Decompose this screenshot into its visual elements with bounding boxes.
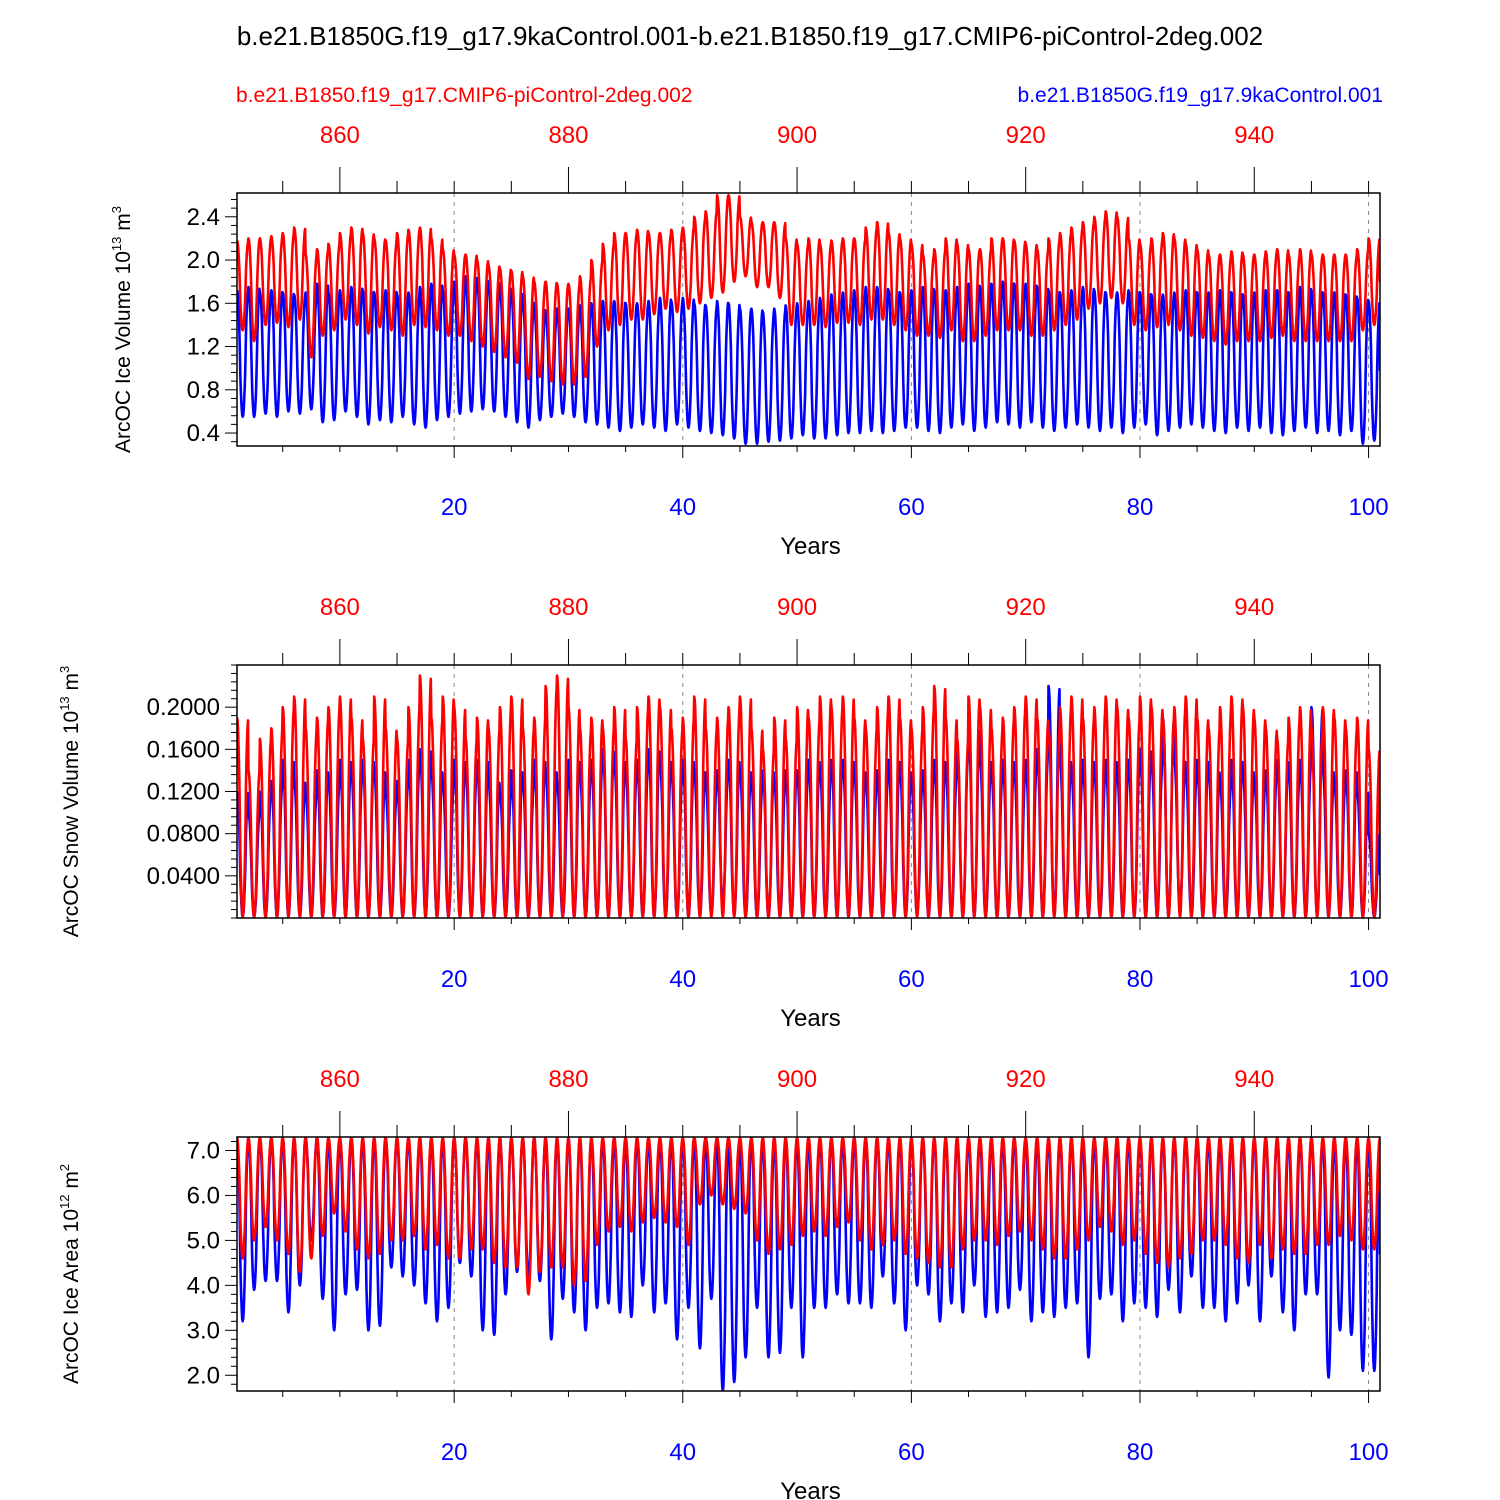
series-line-blue (237, 275, 1380, 446)
x-tick-label-top: 880 (548, 122, 588, 149)
x-tick-label-bottom: 80 (1127, 966, 1154, 993)
x-tick-label-bottom: 60 (898, 966, 925, 993)
panels: 0.4 0.8 1.2 1.6 2.0 2.4 20 40 60 80 100 860 880 900 92… (57, 122, 1389, 1500)
y-tick-label: 0.1600 (147, 736, 220, 763)
y-tick-label: 3.0 (187, 1317, 220, 1344)
x-tick-label-top: 900 (777, 594, 817, 621)
x-tick-label-bottom: 100 (1349, 1439, 1389, 1466)
y-axis-label: ArcOC Ice Area 1012 m2 (57, 1164, 83, 1384)
y-tick-label: 0.2000 (147, 694, 220, 721)
x-tick-label-top: 880 (548, 594, 588, 621)
chart-panel-ice_area: 2.0 3.0 4.0 5.0 6.0 7.0 20 40 60 80 100 860 880 900 92… (57, 1066, 1389, 1500)
x-tick-label-top: 920 (1006, 122, 1046, 149)
y-axis-label: ArcOC Snow Volume 1013 m3 (57, 666, 83, 937)
x-tick-label-bottom: 40 (669, 494, 696, 521)
figure-title: b.e21.B1850G.f19_g17.9kaControl.001-b.e2… (237, 21, 1263, 51)
series-line-red (237, 193, 1380, 386)
x-axis-label: Years (780, 533, 841, 560)
x-tick-label-bottom: 20 (441, 494, 468, 521)
y-tick-label: 1.6 (187, 290, 220, 317)
x-tick-label-bottom: 60 (898, 494, 925, 521)
x-tick-label-top: 900 (777, 1066, 817, 1093)
plot-frame (236, 1136, 1381, 1392)
x-tick-label-top: 940 (1234, 1066, 1274, 1093)
legend-red-label: b.e21.B1850.f19_g17.CMIP6-piControl-2deg… (236, 84, 692, 107)
y-tick-label: 4.0 (187, 1272, 220, 1299)
y-tick-label: 2.4 (187, 204, 220, 231)
series-line-red (237, 1137, 1380, 1296)
y-tick-label: 0.4 (187, 420, 220, 447)
x-tick-label-top: 940 (1234, 122, 1274, 149)
x-tick-label-top: 920 (1006, 594, 1046, 621)
x-tick-label-bottom: 80 (1127, 1439, 1154, 1466)
x-tick-label-bottom: 80 (1127, 494, 1154, 521)
x-tick-label-bottom: 20 (441, 1439, 468, 1466)
y-axis-label: ArcOC Ice Volume 1013 m3 (109, 206, 135, 453)
y-tick-label: 2.0 (187, 247, 220, 274)
x-tick-label-top: 860 (320, 594, 360, 621)
x-axis-label: Years (780, 1478, 841, 1500)
y-tick-label: 0.8 (187, 377, 220, 404)
x-tick-label-top: 860 (320, 122, 360, 149)
x-tick-label-top: 880 (548, 1066, 588, 1093)
legend-blue-label: b.e21.B1850G.f19_g17.9kaControl.001 (1018, 84, 1383, 107)
x-tick-label-top: 920 (1006, 1066, 1046, 1093)
x-tick-label-bottom: 40 (669, 1439, 696, 1466)
x-tick-label-bottom: 100 (1349, 966, 1389, 993)
x-tick-label-top: 940 (1234, 594, 1274, 621)
x-tick-label-bottom: 60 (898, 1439, 925, 1466)
x-tick-label-top: 900 (777, 122, 817, 149)
x-tick-label-bottom: 100 (1349, 494, 1389, 521)
x-tick-label-bottom: 20 (441, 966, 468, 993)
series-line-red (237, 674, 1380, 918)
series-line-blue (237, 1137, 1380, 1391)
chart-panel-snow_volume: 0.0400 0.0800 0.1200 0.1600 0.2000 20 40 60 80 10… (57, 594, 1389, 1032)
x-tick-label-bottom: 40 (669, 966, 696, 993)
y-tick-label: 0.0800 (147, 821, 220, 848)
y-tick-label: 7.0 (187, 1137, 220, 1164)
y-tick-label: 5.0 (187, 1227, 220, 1254)
y-tick-label: 1.2 (187, 334, 220, 361)
x-axis-label: Years (780, 1005, 841, 1032)
y-tick-label: 0.1200 (147, 779, 220, 806)
y-tick-label: 0.0400 (147, 863, 220, 890)
plot-frame (236, 192, 1381, 447)
x-tick-label-top: 860 (320, 1066, 360, 1093)
y-tick-label: 6.0 (187, 1182, 220, 1209)
y-tick-label: 2.0 (187, 1362, 220, 1389)
chart-panel-ice_volume: 0.4 0.8 1.2 1.6 2.0 2.4 20 40 60 80 100 860 880 900 92… (109, 122, 1389, 560)
